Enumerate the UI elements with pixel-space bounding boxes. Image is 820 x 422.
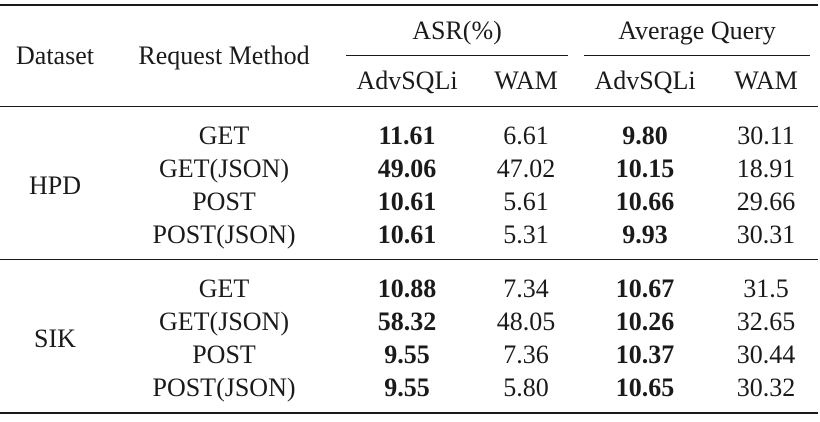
query-advsqli-cell: 10.37: [615, 340, 675, 369]
asr-advsqli-cell: 49.06: [377, 154, 437, 183]
asr-wam-cell: 7.36: [503, 340, 549, 369]
method-cell: GET(JSON): [159, 154, 289, 183]
header-query-wam: WAM: [734, 66, 798, 95]
asr-wam-cell: 5.31: [503, 220, 549, 249]
query-advsqli-cell: 10.65: [615, 373, 675, 402]
asr-wam-cell: 47.02: [496, 154, 556, 183]
query-wam-cell: 31.5: [743, 274, 789, 303]
query-wam-cell: 18.91: [736, 154, 796, 183]
asr-wam-cell: 48.05: [496, 307, 556, 336]
table-row: POST(JSON) 10.61 5.31 9.93 30.31: [0, 218, 818, 251]
dataset-cell-hpd: HPD: [28, 170, 81, 200]
query-wam-cell: 30.44: [736, 340, 796, 369]
header-request-method: Request Method: [110, 4, 338, 107]
table-row: SIK GET 10.88 7.34 10.67 31.5: [0, 272, 818, 353]
header-asr-advsqli: AdvSQLi: [356, 66, 458, 95]
dataset-cell-sik: SIK: [34, 323, 76, 353]
query-wam-cell: 29.66: [736, 187, 796, 216]
method-cell: POST: [192, 187, 256, 216]
query-wam-cell: 32.65: [736, 307, 796, 336]
asr-advsqli-cell: 10.88: [377, 274, 437, 303]
query-advsqli-cell: 10.26: [615, 307, 675, 336]
method-cell: GET(JSON): [159, 307, 289, 336]
table-row: POST(JSON) 9.55 5.80 10.65 30.32: [0, 371, 818, 404]
table-row: POST 9.55 7.36 10.37 30.44: [0, 338, 818, 371]
header-row-1: Dataset Request Method ASR(%) Average Qu…: [0, 4, 818, 107]
asr-advsqli-cell: 10.61: [377, 220, 437, 249]
asr-wam-cell: 6.61: [503, 121, 549, 150]
header-asr-wam: WAM: [494, 66, 558, 95]
table-row: HPD GET 11.61 6.61 9.80 30.11: [0, 119, 818, 200]
header-row-2: AdvSQLi WAM AdvSQLi WAM: [0, 56, 818, 107]
method-cell: POST(JSON): [152, 373, 296, 402]
method-cell: GET: [198, 121, 250, 150]
header-asr-group: ASR(%): [338, 4, 576, 57]
header-query-group: Average Query: [576, 4, 818, 57]
asr-wam-cell: 5.80: [503, 373, 549, 402]
results-table: Dataset Request Method ASR(%) Average Qu…: [0, 4, 818, 414]
method-cell: POST: [192, 340, 256, 369]
asr-wam-cell: 7.34: [503, 274, 549, 303]
asr-advsqli-cell: 9.55: [384, 340, 430, 369]
asr-advsqli-cell: 11.61: [378, 121, 436, 150]
query-wam-cell: 30.31: [736, 220, 796, 249]
method-cell: GET: [198, 274, 250, 303]
asr-advsqli-cell: 9.55: [384, 373, 430, 402]
asr-wam-cell: 5.61: [503, 187, 549, 216]
asr-advsqli-cell: 58.32: [377, 307, 437, 336]
query-wam-cell: 30.32: [736, 373, 796, 402]
query-advsqli-cell: 10.15: [615, 154, 675, 183]
header-dataset: Dataset: [0, 4, 110, 107]
query-advsqli-cell: 10.66: [615, 187, 675, 216]
table-row: POST 10.61 5.61 10.66 29.66: [0, 185, 818, 218]
method-cell: POST(JSON): [152, 220, 296, 249]
header-query-advsqli: AdvSQLi: [594, 66, 696, 95]
query-advsqli-cell: 10.67: [615, 274, 675, 303]
asr-advsqli-cell: 10.61: [377, 187, 437, 216]
query-wam-cell: 30.11: [737, 121, 795, 150]
table-row: GET(JSON) 58.32 48.05 10.26 32.65: [0, 305, 818, 338]
query-advsqli-cell: 9.80: [622, 121, 668, 150]
table-row: GET(JSON) 49.06 47.02 10.15 18.91: [0, 152, 818, 185]
query-advsqli-cell: 9.93: [622, 220, 668, 249]
